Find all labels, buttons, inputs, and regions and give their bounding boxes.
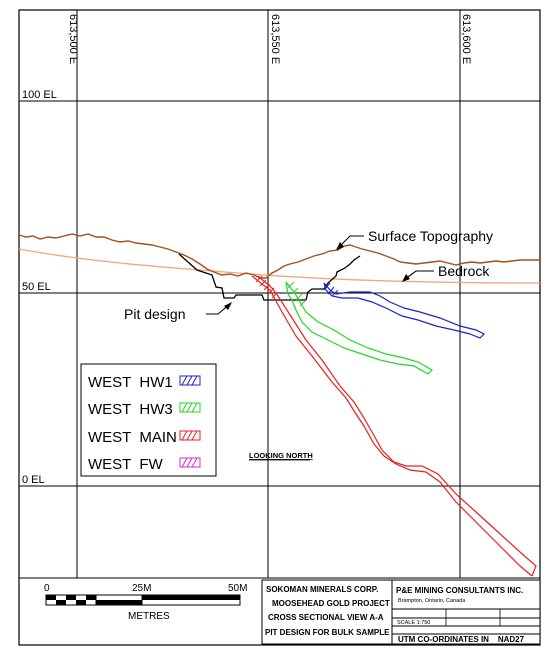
surface-topography-label: Surface Topography	[368, 228, 493, 244]
west-hw3-zone	[285, 281, 433, 375]
scale-tick-0: 0	[44, 583, 50, 594]
pit-design-label: Pit design	[124, 306, 185, 322]
scale-bar: 0 25M 50M METRES	[44, 583, 247, 622]
scale-tick-25m: 25M	[132, 583, 151, 594]
scale-tick-50m: 50M	[228, 583, 247, 594]
pit-design-outline	[178, 253, 361, 301]
titleblock-scale: SCALE 1:750	[397, 620, 430, 626]
pit-design-arrowhead	[224, 302, 232, 310]
scale-unit: METRES	[128, 611, 170, 622]
titleblock-project: MOOSEHEAD GOLD PROJECT	[272, 599, 390, 608]
legend-label-west-fw: WEST FW	[88, 456, 164, 473]
titleblock-coords: UTM CO-ORDINATES IN NAD27	[398, 635, 525, 644]
easting-label-613600: 613,600 E	[460, 14, 472, 64]
titleblock-consultant: P&E MINING CONSULTANTS INC.	[396, 586, 523, 595]
titleblock-company: SOKOMAN MINERALS CORP.	[266, 585, 378, 594]
surface-topography-arrowhead	[336, 242, 344, 250]
west-main-zone	[251, 275, 537, 577]
bedrock-label: Bedrock	[438, 263, 490, 279]
title-block: SOKOMAN MINERALS CORP. MOOSEHEAD GOLD PR…	[261, 579, 541, 645]
elevation-label-100: 100 EL	[22, 89, 57, 101]
titleblock-purpose: PIT DESIGN FOR BULK SAMPLE	[265, 628, 390, 637]
west-hw1-hatch	[323, 282, 339, 297]
easting-label-613550: 613,550 E	[269, 14, 281, 64]
looking-north-label: LOOKING NORTH	[249, 451, 313, 460]
surface-topography-arrow	[337, 235, 364, 249]
surface-topography-line	[18, 233, 540, 279]
titleblock-location: Brampton, Ontario, Canada	[398, 598, 466, 604]
elevation-label-50: 50 EL	[22, 281, 51, 293]
legend: WEST HW1 WEST HW3 WEST MAIN WEST FW	[80, 363, 217, 477]
west-hw1-zone	[323, 282, 486, 339]
legend-label-west-main: WEST MAIN	[88, 429, 177, 446]
bedrock-arrowhead	[402, 274, 410, 282]
west-hw3-hatch	[287, 281, 307, 307]
legend-label-west-hw3: WEST HW3	[88, 401, 173, 418]
drawing-frame	[18, 9, 541, 646]
easting-label-613500: 613,500 E	[67, 14, 79, 64]
titleblock-view: CROSS SECTIONAL VIEW A-A	[268, 613, 384, 622]
elevation-label-0: 0 EL	[22, 474, 45, 486]
west-main-hatch	[255, 275, 279, 299]
legend-label-west-hw1: WEST HW1	[88, 374, 173, 391]
